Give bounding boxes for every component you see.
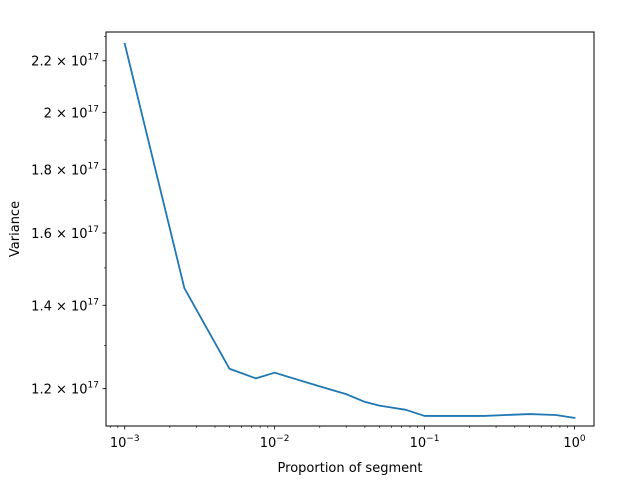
x-axis: 10−3 10−2 10−1 100 bbox=[110, 426, 586, 451]
x-tick-label: 100 bbox=[563, 434, 586, 451]
y-tick-label: 1.2 × 1017 bbox=[31, 381, 99, 398]
y-tick-label: 1.8 × 1017 bbox=[31, 161, 99, 178]
x-tick-label: 10−1 bbox=[410, 434, 440, 451]
y-tick-label: 1.4 × 1017 bbox=[31, 297, 99, 314]
y-tick-label: 2.2 × 1017 bbox=[31, 53, 99, 70]
series-line bbox=[123, 42, 576, 419]
x-tick-label: 10−2 bbox=[260, 434, 290, 451]
x-axis-label: Proportion of segment bbox=[278, 461, 423, 476]
plot-area bbox=[123, 42, 576, 419]
y-tick-label: 1.6 × 1017 bbox=[31, 225, 99, 242]
y-axis: 1.2 × 1017 1.4 × 1017 1.6 × 1017 1.8 × 1017… bbox=[31, 36, 106, 398]
y-axis-label: Variance bbox=[8, 201, 23, 257]
axes-frame bbox=[105, 31, 595, 427]
x-tick-label: 10−3 bbox=[110, 434, 140, 451]
y-tick-label: 2 × 1017 bbox=[44, 104, 99, 121]
